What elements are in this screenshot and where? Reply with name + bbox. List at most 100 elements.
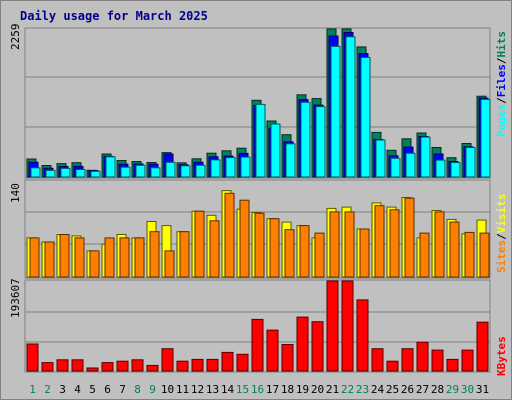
visits-bar-sites-day-11 <box>179 231 190 278</box>
x-tick-label-day-13: 13 <box>206 383 219 396</box>
visits-bar-sites-day-16 <box>254 212 265 278</box>
x-tick-label-day-19: 19 <box>296 383 309 396</box>
x-tick-label-day-22: 22 <box>341 383 354 396</box>
visits-bar-sites-day-22 <box>344 211 355 278</box>
kbytes-bar-kbytes-day-9 <box>146 364 159 372</box>
visits-bar-sites-day-7 <box>119 237 130 278</box>
visits-bar-sites-day-12 <box>194 210 205 278</box>
visits-bar-sites-day-3 <box>59 234 70 278</box>
kbytes-bar-kbytes-day-24 <box>371 348 384 372</box>
legend-sites-visits: Sites/Visits <box>495 194 508 274</box>
visits-bar-sites-day-17 <box>269 218 280 278</box>
visits-bar-sites-day-1 <box>29 237 40 278</box>
usage-bar-pages-day-5 <box>90 170 101 178</box>
kbytes-bar-kbytes-day-23 <box>356 299 369 372</box>
kbytes-bar-kbytes-day-1 <box>26 343 39 372</box>
x-tick-label-day-21: 21 <box>326 383 339 396</box>
x-tick-label-day-29: 29 <box>446 383 459 396</box>
panel-pages-files-hits <box>24 27 491 179</box>
visits-bar-sites-day-9 <box>149 231 160 278</box>
kbytes-legend-text: KBytes <box>495 336 508 376</box>
visits-bar-sites-day-18 <box>284 229 295 278</box>
visits-bar-sites-day-8 <box>134 237 145 278</box>
kbytes-bar-kbytes-day-31 <box>476 321 489 372</box>
x-tick-label-day-4: 4 <box>74 383 81 396</box>
visits-ymax-label: 140 <box>9 183 22 203</box>
usage-bar-pages-day-21 <box>330 45 341 178</box>
usage-bar-pages-day-9 <box>150 167 161 178</box>
usage-bar-pages-day-20 <box>315 106 326 178</box>
legend-item: Pages <box>495 104 508 137</box>
kbytes-ymax-label: 193607 <box>9 278 22 318</box>
kbytes-bar-kbytes-day-7 <box>116 360 129 372</box>
usage-bar-pages-day-28 <box>435 159 446 178</box>
x-tick-label-day-28: 28 <box>431 383 444 396</box>
visits-bar-sites-day-23 <box>359 228 370 278</box>
x-tick-label-day-26: 26 <box>401 383 414 396</box>
kbytes-bar-kbytes-day-29 <box>446 358 459 372</box>
kbytes-bar-kbytes-day-17 <box>266 329 279 372</box>
usage-bar-pages-day-22 <box>345 36 356 178</box>
visits-bar-sites-day-13 <box>209 220 220 278</box>
x-tick-label-day-5: 5 <box>89 383 96 396</box>
visits-bar-sites-day-26 <box>404 197 415 278</box>
usage-bar-pages-day-11 <box>180 165 191 178</box>
legend-item: Visits <box>495 194 508 234</box>
kbytes-bar-kbytes-day-16 <box>251 318 264 372</box>
legend-item: Sites <box>495 240 508 273</box>
x-axis-day-labels: 1 2 3 4 5 6 7 8 9 10 11 12 13 14 15 16 17 18 19 20 21 22 23 24 2… <box>29 383 489 396</box>
x-tick-label-day-23: 23 <box>356 383 369 396</box>
usage-bar-pages-day-4 <box>75 169 86 178</box>
kbytes-bar-kbytes-day-4 <box>71 359 84 372</box>
visits-bar-sites-day-2 <box>44 241 55 278</box>
visits-bar-sites-day-30 <box>464 231 475 278</box>
usage-bar-pages-day-31 <box>480 98 491 178</box>
usage-bar-pages-day-17 <box>270 123 281 178</box>
kbytes-bar-kbytes-day-20 <box>311 321 324 372</box>
visits-bar-sites-day-10 <box>164 250 175 278</box>
usage-bar-pages-day-18 <box>285 143 296 178</box>
kbytes-bar-kbytes-day-10 <box>161 348 174 372</box>
usage-bar-pages-day-27 <box>420 136 431 178</box>
kbytes-bar-kbytes-day-22 <box>341 280 354 372</box>
visits-bar-sites-day-5 <box>89 250 100 278</box>
visits-bar-sites-day-31 <box>479 232 490 278</box>
visits-bar-sites-day-21 <box>329 211 340 278</box>
usage-bar-pages-day-30 <box>465 147 476 178</box>
kbytes-bar-kbytes-day-30 <box>461 349 474 372</box>
usage-legend-text: Pages/Files/Hits <box>495 31 508 137</box>
x-tick-label-day-9: 9 <box>149 383 156 396</box>
x-tick-label-day-30: 30 <box>461 383 474 396</box>
x-tick-label-day-25: 25 <box>386 383 399 396</box>
usage-bar-pages-day-2 <box>45 169 56 178</box>
kbytes-bar-kbytes-day-12 <box>191 358 204 372</box>
visits-bar-sites-day-20 <box>314 232 325 278</box>
x-tick-label-day-11: 11 <box>176 383 189 396</box>
usage-bar-pages-day-16 <box>255 103 266 178</box>
visits-bar-sites-day-19 <box>299 225 310 278</box>
kbytes-bar-kbytes-day-13 <box>206 358 219 372</box>
usage-bar-pages-day-13 <box>210 159 221 178</box>
visits-bar-sites-day-14 <box>224 192 235 278</box>
kbytes-bar-kbytes-day-18 <box>281 344 294 372</box>
legend-item: / <box>495 57 508 64</box>
usage-bar-pages-day-8 <box>135 164 146 178</box>
kbytes-bar-kbytes-day-28 <box>431 349 444 372</box>
visits-legend-text: Sites/Visits <box>495 194 508 274</box>
legend-item: / <box>495 233 508 240</box>
x-tick-label-day-10: 10 <box>161 383 174 396</box>
kbytes-bar-kbytes-day-19 <box>296 316 309 372</box>
visits-bar-sites-day-25 <box>389 209 400 278</box>
x-tick-label-day-18: 18 <box>281 383 294 396</box>
legend-item: / <box>495 97 508 104</box>
usage-bar-pages-day-3 <box>60 167 71 178</box>
x-tick-label-day-1: 1 <box>29 383 36 396</box>
legend-item: Hits <box>495 31 508 58</box>
visits-bar-sites-day-28 <box>434 211 445 278</box>
kbytes-bar-kbytes-day-3 <box>56 359 69 372</box>
x-tick-label-day-17: 17 <box>266 383 279 396</box>
usage-bar-pages-day-12 <box>195 164 206 178</box>
visits-bar-sites-day-4 <box>74 237 85 278</box>
legend-kbytes: KBytes <box>495 336 508 376</box>
